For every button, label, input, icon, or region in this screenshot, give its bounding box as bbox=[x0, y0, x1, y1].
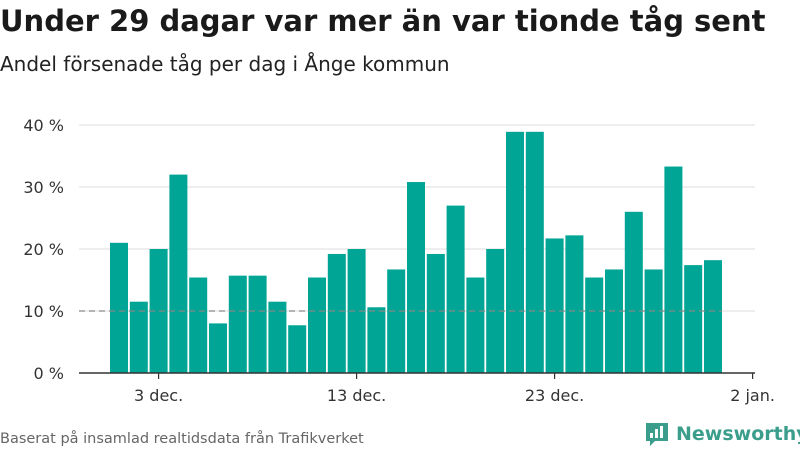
y-tick-label: 20 % bbox=[23, 240, 64, 259]
bar bbox=[169, 174, 188, 373]
bar bbox=[149, 249, 168, 373]
bar bbox=[624, 211, 643, 373]
source-footer: Baserat på insamlad realtidsdata från Tr… bbox=[0, 431, 364, 447]
bar bbox=[367, 307, 386, 373]
y-tick-label: 10 % bbox=[23, 302, 64, 321]
x-tick-label: 23 dec. bbox=[525, 386, 584, 405]
bar bbox=[704, 260, 722, 373]
bar bbox=[268, 301, 287, 373]
bar bbox=[466, 277, 485, 373]
bar bbox=[248, 275, 267, 373]
bar bbox=[684, 265, 703, 373]
bar bbox=[506, 131, 524, 373]
y-tick-label: 30 % bbox=[23, 178, 64, 197]
bar bbox=[644, 269, 663, 373]
bar bbox=[327, 253, 346, 373]
y-tick-label: 40 % bbox=[23, 116, 64, 135]
x-tick-label: 3 dec. bbox=[134, 386, 183, 405]
x-tick-label: 13 dec. bbox=[327, 386, 386, 405]
brand-name: Newsworthy bbox=[676, 423, 800, 445]
bar bbox=[545, 238, 564, 373]
bar bbox=[407, 182, 425, 373]
bar bbox=[209, 323, 227, 373]
bar-chart: 0 % 10 % 20 % 30 % 40 % 3 dec. 13 dec. 23 dec. 2… bbox=[23, 116, 775, 405]
bar bbox=[486, 249, 505, 373]
newsworthy-brand[interactable]: Newsworthy bbox=[644, 420, 800, 448]
bar bbox=[565, 235, 584, 373]
bar bbox=[347, 249, 366, 373]
bar bbox=[605, 269, 623, 373]
chart-subtitle: Andel försenade tåg per dag i Ånge kommu… bbox=[0, 52, 450, 76]
chart-title: Under 29 dagar var mer än var tionde tåg… bbox=[0, 4, 766, 38]
bar bbox=[129, 301, 148, 373]
bar bbox=[585, 277, 604, 373]
bar bbox=[228, 275, 247, 373]
y-tick-label: 0 % bbox=[34, 364, 64, 383]
bar bbox=[664, 166, 683, 373]
bar bbox=[308, 277, 326, 373]
bar bbox=[426, 253, 445, 373]
bar bbox=[525, 131, 544, 373]
bar bbox=[110, 242, 128, 373]
bar bbox=[189, 277, 208, 373]
bar bbox=[446, 205, 465, 373]
newsworthy-logo-icon bbox=[646, 423, 668, 446]
bar bbox=[387, 269, 406, 373]
bar bbox=[288, 325, 307, 373]
x-tick-label: 2 jan. bbox=[730, 386, 775, 405]
